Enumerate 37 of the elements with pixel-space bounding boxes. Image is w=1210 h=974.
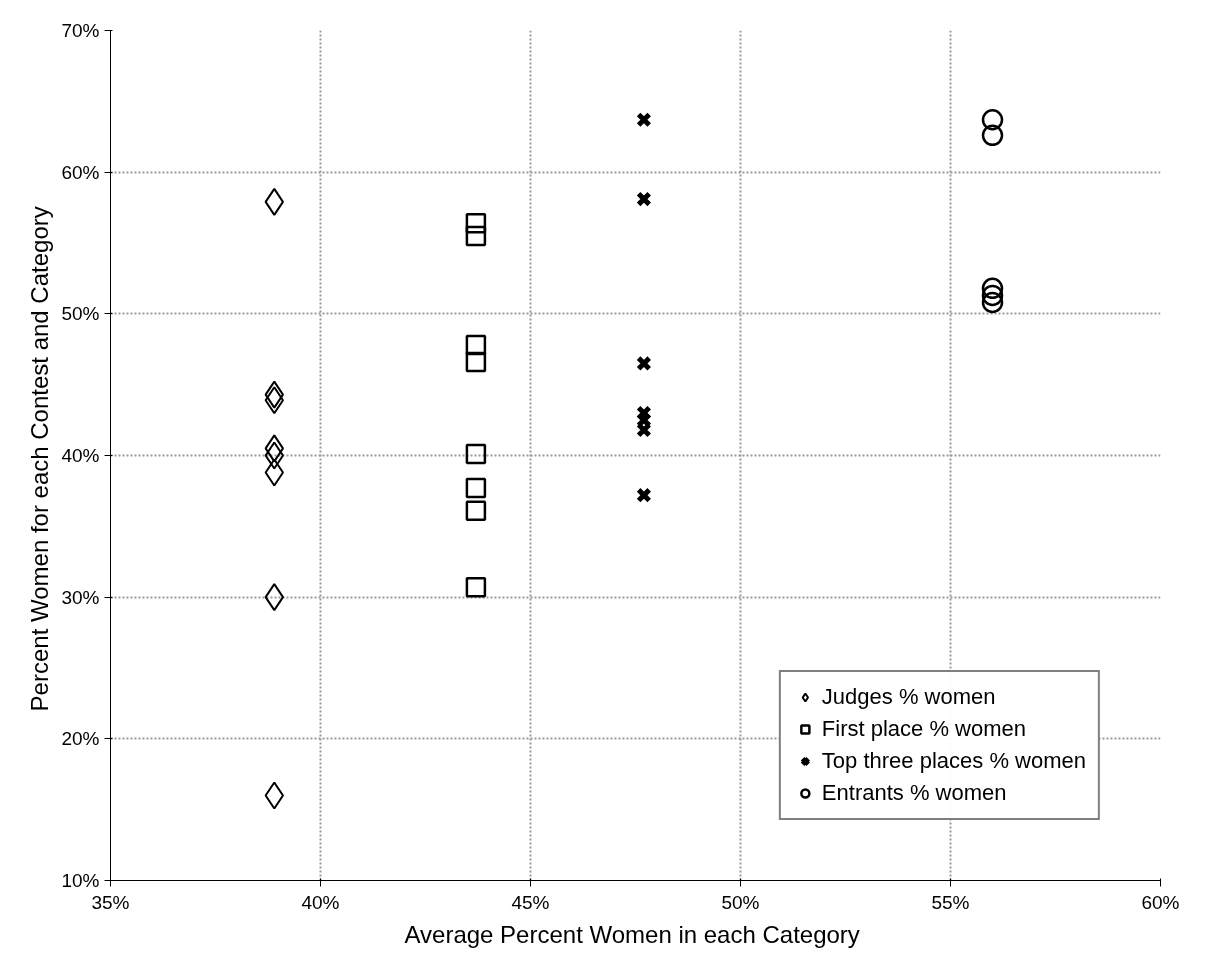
point — [465, 225, 487, 247]
point — [981, 124, 1004, 147]
point — [465, 500, 487, 521]
x-axis-title: Average Percent Women in each Category — [404, 920, 860, 948]
y-tick-label: 30% — [61, 586, 100, 608]
y-tick-label: 50% — [61, 303, 100, 325]
legend-label: Top three places % women — [821, 748, 1086, 774]
point — [636, 191, 652, 207]
y-axis-title: Percent Women for each Contest and Category — [26, 206, 54, 712]
point — [636, 111, 652, 128]
legend-label: Entrants % women — [821, 780, 1007, 806]
legend-label: First place % women — [821, 716, 1027, 742]
y-tick-label: 10% — [61, 870, 100, 891]
point — [636, 355, 652, 372]
point — [981, 291, 1004, 314]
point — [636, 412, 652, 428]
point — [465, 351, 487, 373]
y-tick-label: 70% — [61, 20, 100, 41]
legend-label: Judges % women — [821, 684, 996, 710]
point — [981, 109, 1004, 131]
point — [465, 443, 487, 465]
x-tick-label: 60% — [1141, 891, 1180, 913]
point — [465, 334, 487, 356]
point — [465, 577, 487, 598]
x-tick-label: 50% — [721, 891, 760, 913]
x-tick-label: 55% — [931, 891, 970, 913]
point — [465, 212, 487, 234]
point — [636, 487, 652, 503]
y-tick-label: 60% — [61, 161, 100, 183]
x-tick-label: 35% — [91, 891, 130, 913]
point — [465, 477, 487, 499]
point — [981, 284, 1004, 307]
x-tick-label: 45% — [511, 891, 550, 913]
x-tick-label: 40% — [301, 891, 340, 913]
y-tick-label: 20% — [61, 728, 100, 750]
y-tick-label: 40% — [61, 445, 100, 466]
point — [981, 277, 1004, 300]
